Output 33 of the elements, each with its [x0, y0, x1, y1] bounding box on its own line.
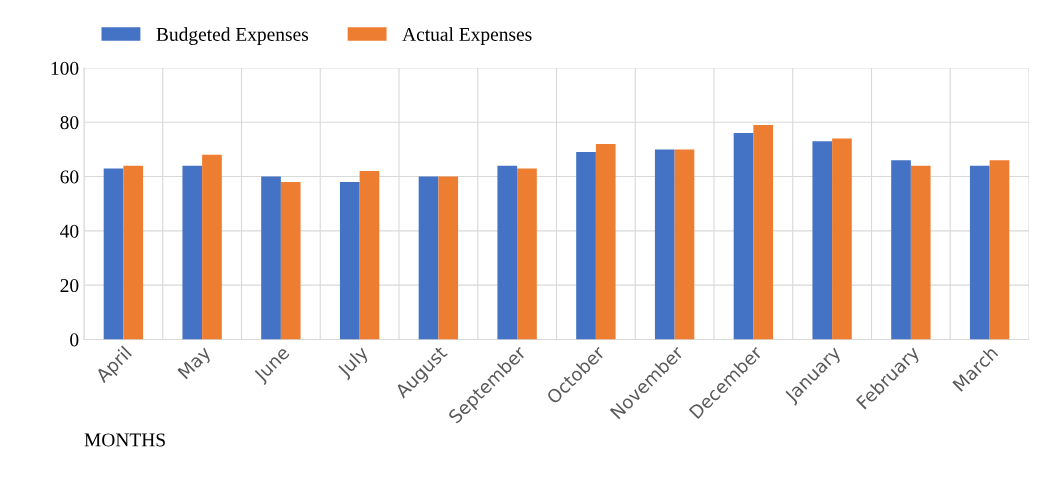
bar [969, 165, 990, 340]
x-axis-title: MONTHS [84, 433, 165, 447]
y-tick-label: 0 [70, 333, 79, 347]
bar [812, 141, 833, 340]
legend-label: Budgeted Expenses [156, 27, 309, 45]
bar [123, 165, 144, 340]
bar [497, 165, 518, 340]
bar [202, 154, 222, 340]
y-tick-label: 20 [60, 279, 79, 293]
bar [595, 143, 616, 340]
bar [832, 138, 852, 340]
legend-label: Actual Expenses [402, 27, 532, 45]
bar [753, 124, 774, 340]
bar [989, 160, 1010, 340]
bar [438, 176, 459, 340]
bar [910, 165, 931, 340]
bar [576, 152, 596, 340]
bar [182, 165, 203, 340]
bar [418, 176, 439, 340]
y-tick-label: 60 [60, 170, 79, 184]
bar [103, 168, 124, 340]
bar [891, 160, 911, 340]
bar [654, 149, 675, 340]
bar [359, 171, 380, 340]
bar [261, 176, 281, 340]
bar [339, 181, 360, 340]
bar [280, 181, 301, 340]
bar [733, 133, 754, 340]
bar [674, 149, 695, 340]
y-tick-label: 40 [60, 224, 79, 238]
y-tick-label: 100 [51, 61, 79, 75]
bar [517, 168, 537, 340]
y-tick-label: 80 [60, 116, 79, 130]
